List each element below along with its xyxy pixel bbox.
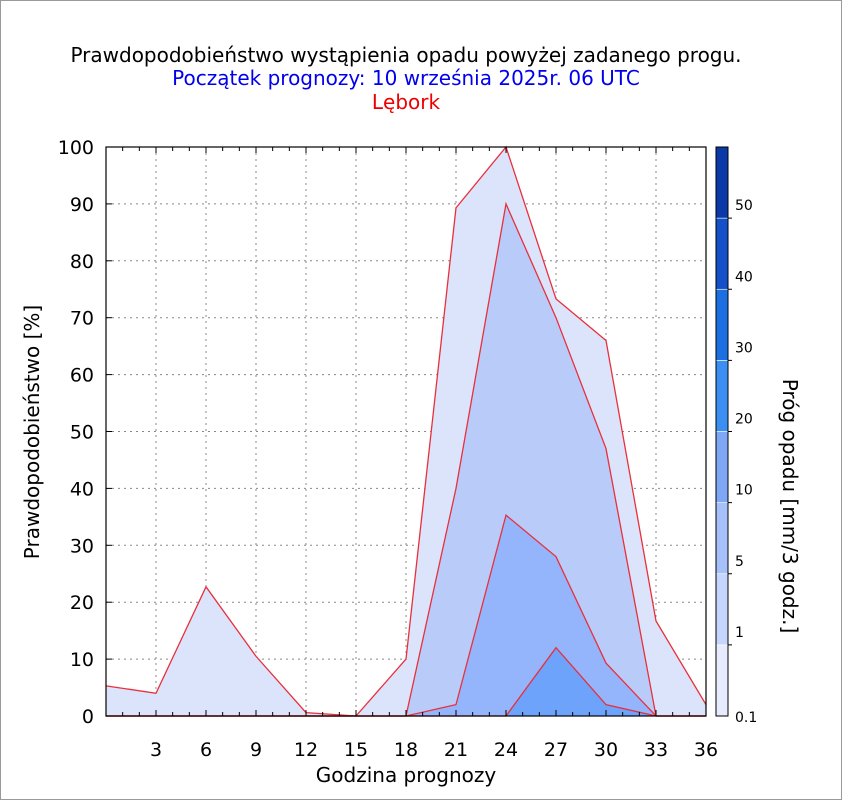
x-tick-label: 30: [594, 739, 618, 761]
y-tick-labels: 0 10 20 30 40 50 60 70 80 90 100: [58, 137, 94, 728]
colorbar-segment: [715, 288, 729, 361]
x-tick-label: 27: [544, 739, 568, 761]
y-tick-label: 80: [70, 251, 94, 273]
colorbar-segment: [715, 360, 729, 432]
colorbar-labels: 0.1 1 5 10 20 30 40 50: [728, 198, 757, 726]
x-tick-label: 6: [200, 739, 212, 761]
minor-ticks: [106, 146, 690, 717]
line-threshold-0.1: [105, 145, 707, 717]
y-tick-label: 100: [58, 137, 94, 159]
colorbar-label: 10: [735, 483, 753, 499]
plot-border: [105, 146, 707, 717]
y-tick-label: 50: [70, 422, 94, 444]
colorbar-segment: [715, 644, 729, 717]
y-tick-label: 90: [70, 194, 94, 216]
colorbar-label: 0.1: [735, 710, 757, 726]
y-tick-label: 60: [70, 365, 94, 387]
y-tick-label: 10: [70, 649, 94, 671]
colorbar-label: 40: [735, 269, 753, 285]
colorbar-segment: [715, 431, 729, 503]
colorbar-label: 50: [735, 198, 753, 214]
y-tick-label: 30: [70, 535, 94, 557]
x-tick-labels: 3 6 9 12 15 18 21 24 27 30 33 36: [150, 739, 718, 761]
colorbar-segment: [715, 146, 729, 219]
x-axis-label: Godzina prognozy: [316, 763, 497, 787]
chart-subtitle: Początek prognozy: 10 września 2025r. 06…: [172, 66, 640, 90]
y-tick-label: 0: [82, 706, 94, 728]
location-name: Lębork: [372, 90, 441, 114]
colorbar-segment: [715, 217, 729, 290]
x-tick-label: 3: [150, 739, 162, 761]
x-tick-label: 18: [394, 739, 418, 761]
x-tick-label: 36: [694, 739, 718, 761]
x-tick-label: 21: [444, 739, 468, 761]
threshold-colorbar: [715, 146, 729, 717]
area-threshold-10: [106, 647, 706, 716]
chart-title: Prawdopodobieństwo wystąpienia opadu pow…: [70, 43, 741, 67]
x-tick-label: 24: [494, 739, 518, 761]
y-axis-label: Prawdopodobieństwo [%]: [20, 305, 44, 559]
colorbar-label: 20: [735, 412, 753, 428]
colorbar-label: 1: [735, 625, 744, 641]
y-tick-label: 40: [70, 478, 94, 500]
colorbar-label: 5: [735, 554, 744, 570]
colorbar-axis-label: Próg opadu [mm/3 godz.]: [778, 379, 802, 634]
y-tick-label: 20: [70, 592, 94, 614]
y-tick-label: 70: [70, 308, 94, 330]
colorbar-segment: [715, 573, 729, 646]
x-tick-label: 9: [250, 739, 262, 761]
x-tick-label: 33: [644, 739, 668, 761]
colorbar-segment: [715, 502, 729, 575]
x-tick-label: 15: [344, 739, 368, 761]
colorbar-label: 30: [735, 340, 753, 356]
x-tick-label: 12: [294, 739, 318, 761]
